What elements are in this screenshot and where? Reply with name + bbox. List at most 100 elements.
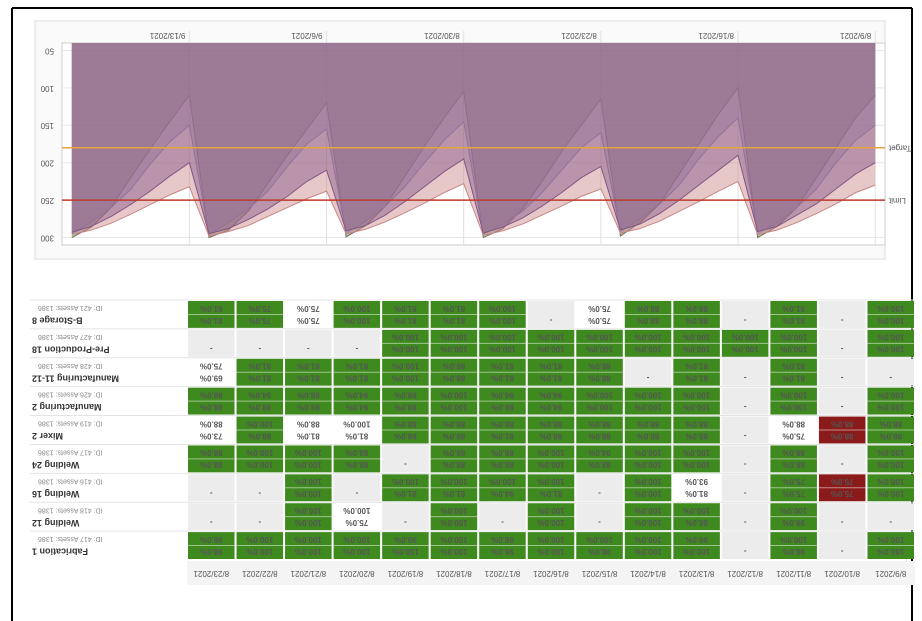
column-date: 8/20/2021 bbox=[339, 569, 375, 578]
cell-value: 88.0% bbox=[588, 374, 611, 383]
cell-value: 75.0% bbox=[346, 518, 369, 527]
y-tick-label: 150 bbox=[40, 121, 54, 130]
reference-label: Target bbox=[888, 144, 911, 153]
cell-value: 81.0% bbox=[685, 362, 708, 371]
row-name: Manufacturing 2 bbox=[32, 402, 102, 412]
status-cell bbox=[721, 474, 769, 502]
cell-value: - bbox=[598, 518, 601, 527]
cell-value: 81.0% bbox=[248, 374, 271, 383]
cell-value: 100.0% bbox=[683, 390, 710, 399]
cell-value: - bbox=[258, 489, 261, 498]
cell-value: 88.0% bbox=[297, 390, 320, 399]
row-id: ID: 419 Assets: 1386 bbox=[38, 420, 103, 427]
cell-value: 81.0% bbox=[685, 374, 708, 383]
cell-value: 100.0% bbox=[537, 535, 564, 544]
cell-value: 88.0% bbox=[685, 316, 708, 325]
status-cell bbox=[188, 474, 235, 502]
y-tick-label: 300 bbox=[40, 233, 54, 242]
status-cell bbox=[818, 329, 866, 357]
cell-value: 94.0% bbox=[540, 390, 563, 399]
status-cell bbox=[576, 503, 623, 531]
cell-value: 75.0% bbox=[831, 477, 854, 486]
column-date: 8/19/2021 bbox=[387, 569, 423, 578]
cell-value: 100.0% bbox=[295, 547, 322, 556]
cell-value: 100.0% bbox=[634, 518, 661, 527]
cell-value: 100.0% bbox=[780, 535, 807, 544]
cell-value: 100.0% bbox=[683, 402, 710, 411]
cell-value: 100.0% bbox=[489, 333, 516, 342]
cell-value: - bbox=[355, 345, 358, 354]
cell-value: 88.0% bbox=[831, 419, 854, 428]
cell-value: 99.0% bbox=[394, 535, 417, 544]
cell-value: - bbox=[841, 374, 844, 383]
cell-value: 88.0% bbox=[297, 402, 320, 411]
row-name: Welding 24 bbox=[32, 460, 79, 470]
cell-value: 81.0% bbox=[200, 304, 223, 313]
cell-value: 100.0% bbox=[683, 345, 710, 354]
cell-value: 100.0% bbox=[392, 345, 419, 354]
table-header bbox=[187, 561, 915, 585]
cell-value: 100.0% bbox=[343, 547, 370, 556]
row-id: ID: 417 Assets: 1386 bbox=[38, 535, 103, 542]
row-name: Welding 12 bbox=[32, 518, 79, 528]
cell-value: 81.0% bbox=[491, 374, 514, 383]
area-line bbox=[71, 180, 876, 237]
cell-value: 100.0% bbox=[440, 477, 467, 486]
cell-value: - bbox=[743, 316, 746, 325]
row-id: ID: 421 Assets: 1386 bbox=[38, 304, 103, 311]
status-cell bbox=[333, 474, 381, 502]
cell-value: 100.0% bbox=[586, 402, 613, 411]
status-cell bbox=[236, 474, 284, 502]
cell-value: 81.0% bbox=[491, 362, 514, 371]
cell-value: 73.0% bbox=[200, 431, 223, 440]
status-cell bbox=[721, 301, 769, 328]
cell-value: 100.0% bbox=[634, 535, 661, 544]
cell-value: 100.0% bbox=[634, 477, 661, 486]
cell-value: 100.0% bbox=[732, 333, 759, 342]
cell-value: 100.0% bbox=[343, 419, 370, 428]
cell-value: 94.0% bbox=[491, 489, 514, 498]
cell-value: - bbox=[646, 374, 649, 383]
cell-value: 75.0% bbox=[782, 477, 805, 486]
cell-value: 88.0% bbox=[782, 448, 805, 457]
status-cell bbox=[818, 445, 866, 473]
cell-value: 88.0% bbox=[394, 419, 417, 428]
cell-value: 100.0% bbox=[537, 448, 564, 457]
cell-value: 100.0% bbox=[295, 448, 322, 457]
cell-value: 100.0% bbox=[489, 304, 516, 313]
status-cell bbox=[382, 445, 429, 473]
cell-value: 88.0% bbox=[685, 304, 708, 313]
cell-value: 100.0% bbox=[440, 345, 467, 354]
column-date: 8/22/2021 bbox=[241, 569, 277, 578]
cell-value: - bbox=[307, 345, 310, 354]
cell-value: 100.0% bbox=[392, 362, 419, 371]
cell-value: 81.0% bbox=[540, 374, 563, 383]
cell-value: 88.0% bbox=[200, 419, 223, 428]
cell-value: 75.0% bbox=[248, 304, 271, 313]
cell-value: 100.0% bbox=[634, 547, 661, 556]
area bbox=[71, 43, 876, 235]
cell-value: 88.0% bbox=[200, 402, 223, 411]
cell-value: 100.0% bbox=[586, 345, 613, 354]
cell-value: 100.0% bbox=[586, 333, 613, 342]
cell-value: 81.0% bbox=[540, 489, 563, 498]
row-id: ID: 418 Assets: 1386 bbox=[38, 506, 103, 513]
cell-value: 100.0% bbox=[877, 333, 904, 342]
cell-value: 100.0% bbox=[246, 460, 273, 469]
y-tick-label: 100 bbox=[40, 84, 54, 93]
cell-value: 88.0% bbox=[685, 518, 708, 527]
cell-value: 100.0% bbox=[683, 448, 710, 457]
cell-value: 88.0% bbox=[443, 419, 466, 428]
cell-value: 100.0% bbox=[440, 402, 467, 411]
cell-value: 100.0% bbox=[877, 535, 904, 544]
cell-value: - bbox=[841, 518, 844, 527]
cell-value: 93.0% bbox=[685, 477, 708, 486]
cell-value: 100.0% bbox=[246, 547, 273, 556]
cell-value: 100.0% bbox=[683, 547, 710, 556]
cell-value: 100.0% bbox=[537, 518, 564, 527]
cell-value: 94.0% bbox=[588, 448, 611, 457]
cell-value: 81.0% bbox=[297, 374, 320, 383]
cell-value: 81.0% bbox=[394, 304, 417, 313]
